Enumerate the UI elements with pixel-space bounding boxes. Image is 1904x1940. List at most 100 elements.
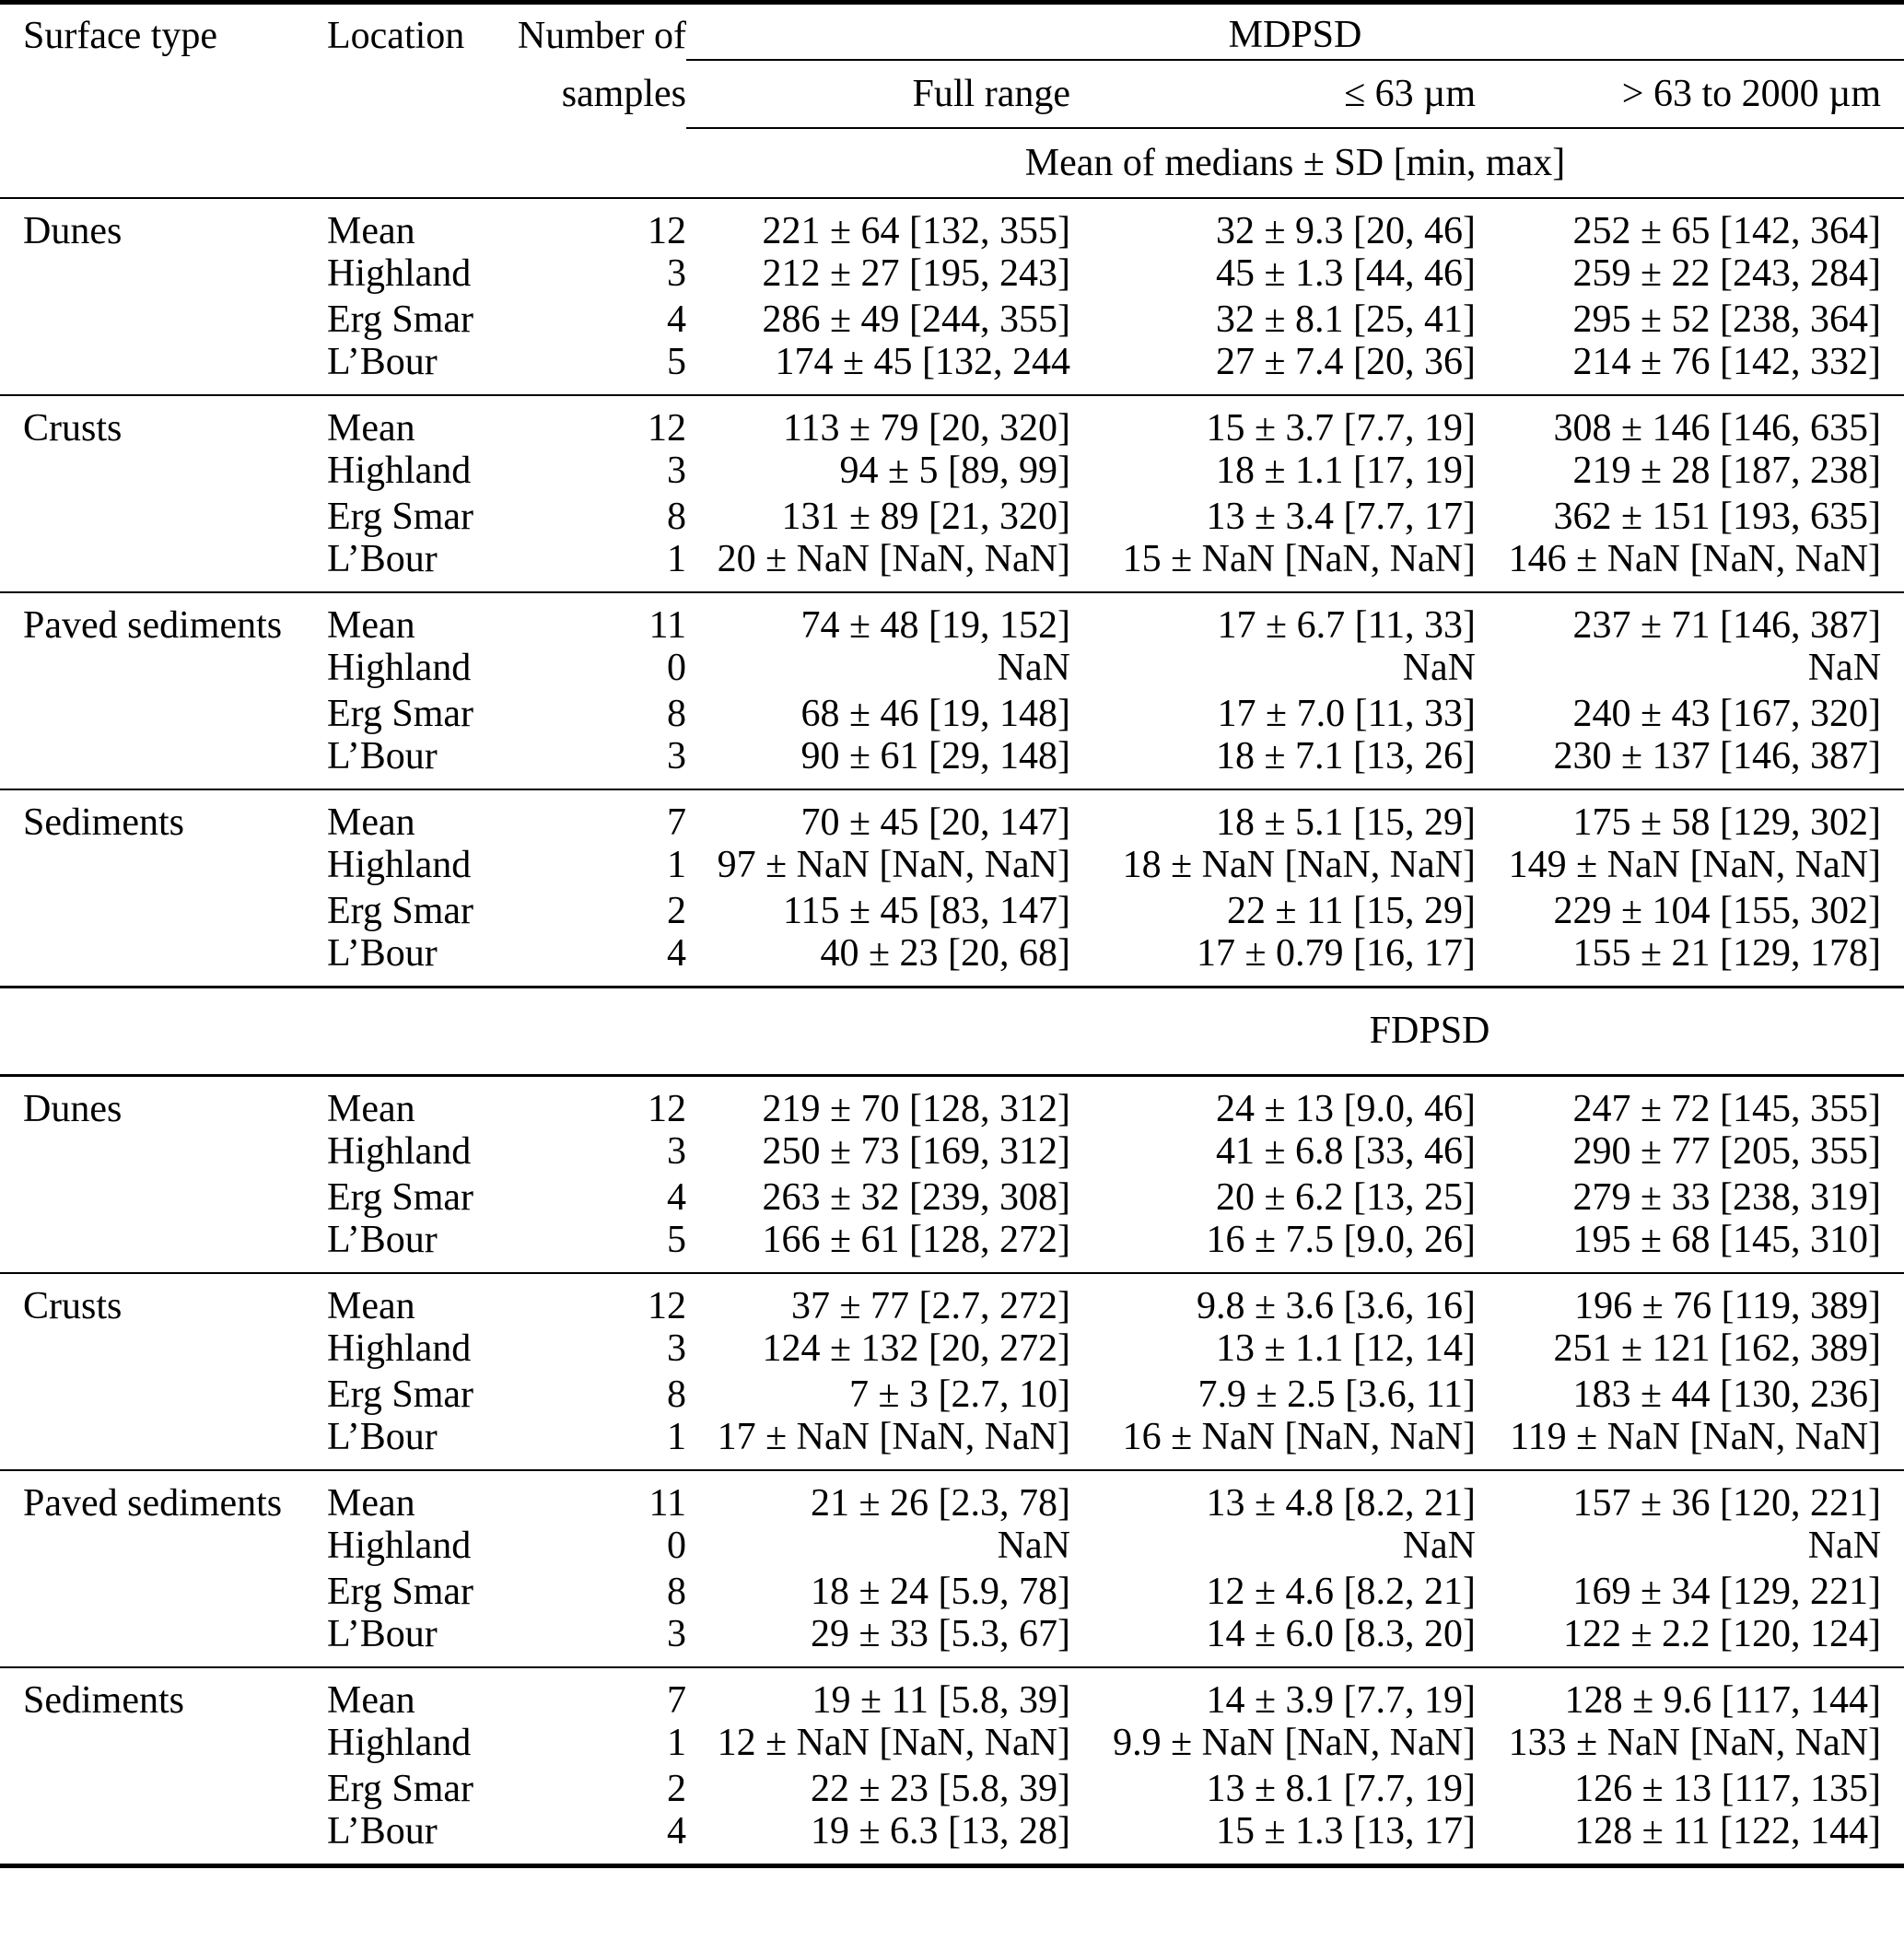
samples-count-cell: 4	[667, 298, 686, 341]
surface-type-cell	[0, 934, 304, 988]
gt63-value: 362 ± 151 [193, 635]	[1553, 495, 1882, 538]
surface-type-cell	[0, 1766, 304, 1812]
samples-count-cell: 1	[667, 537, 686, 580]
table-row: Erg Smar 8 131 ± 89 [21, 320] 13 ± 3.4 […	[0, 494, 1904, 540]
surface-type-cell	[0, 842, 304, 888]
table-row: Highland 3 124 ± 132 [20, 272] 13 ± 1.1 …	[0, 1326, 1904, 1372]
location-cell: Mean	[327, 801, 415, 844]
location-cell: Erg Smar	[327, 692, 474, 735]
samples-count-cell: 3	[667, 1129, 686, 1173]
surface-type-cell	[0, 448, 304, 494]
section-mdpsd-paved-sediments: Paved sediments Mean 11 74 ± 48 [19, 152…	[0, 591, 1904, 789]
header-row-1: Surface type Location Number of MDPSD	[0, 2, 1904, 61]
surface-type-cell	[0, 691, 304, 737]
surface-type-cell: Sediments	[23, 1678, 184, 1722]
location-cell: Mean	[327, 209, 415, 252]
samples-count-cell: 3	[667, 1612, 686, 1655]
gt63-value: 119 ± NaN [NaN, NaN]	[1510, 1415, 1882, 1458]
location-cell: Erg Smar	[327, 298, 474, 341]
location-cell: L’Bour	[327, 931, 438, 975]
gt63-value: 196 ± 76 [119, 389]	[1574, 1284, 1882, 1327]
table-row: Erg Smar 2 115 ± 45 [83, 147] 22 ± 11 [1…	[0, 888, 1904, 934]
samples-count-cell: 8	[667, 1373, 686, 1416]
full-range-value: 19 ± 6.3 [13, 28]	[810, 1809, 1070, 1852]
section-mdpsd-crusts: Crusts Mean 12 113 ± 79 [20, 320] 15 ± 3…	[0, 394, 1904, 592]
full-range-value: 174 ± 45 [132, 244	[775, 340, 1070, 383]
surface-type-cell	[0, 1523, 304, 1569]
samples-count-cell: 3	[667, 449, 686, 492]
full-range-value: NaN	[997, 1524, 1070, 1567]
divider-spacer	[304, 987, 502, 1075]
le63-value: 12 ± 4.6 [8.2, 21]	[1206, 1570, 1476, 1613]
col-header-surface-type: Surface type	[23, 14, 218, 57]
le63-value: 18 ± 1.1 [17, 19]	[1215, 449, 1476, 492]
table-row: Dunes Mean 12 219 ± 70 [128, 312] 24 ± 1…	[0, 1075, 1904, 1128]
surface-type-cell	[0, 1221, 304, 1273]
full-range-value: 212 ± 27 [195, 243]	[762, 251, 1070, 295]
le63-value: 18 ± 5.1 [15, 29]	[1215, 801, 1476, 844]
le63-value: 17 ± 0.79 [16, 17]	[1196, 931, 1476, 975]
table-row: Erg Smar 8 18 ± 24 [5.9, 78] 12 ± 4.6 [8…	[0, 1569, 1904, 1615]
location-cell: L’Bour	[327, 1612, 438, 1655]
full-range-value: 113 ± 79 [20, 320]	[783, 406, 1070, 450]
surface-type-cell	[0, 251, 304, 297]
location-cell: Erg Smar	[327, 889, 474, 932]
le63-value: 18 ± NaN [NaN, NaN]	[1122, 843, 1476, 886]
le63-value: 17 ± 7.0 [11, 33]	[1217, 692, 1476, 735]
samples-count-cell: 2	[667, 1767, 686, 1810]
psd-table: Surface type Location Number of MDPSD sa…	[0, 0, 1904, 1868]
full-range-value: 21 ± 26 [2.3, 78]	[810, 1481, 1070, 1525]
le63-value: 13 ± 4.8 [8.2, 21]	[1206, 1481, 1476, 1525]
samples-count-cell: 4	[667, 1809, 686, 1852]
table-row: L’Bour 1 17 ± NaN [NaN, NaN] 16 ± NaN [N…	[0, 1418, 1904, 1470]
fdpsd-panel-header: FDPSD	[0, 987, 1904, 1075]
le63-value: 41 ± 6.8 [33, 46]	[1215, 1129, 1476, 1173]
gt63-value: 279 ± 33 [238, 319]	[1572, 1175, 1882, 1219]
gt63-value: 149 ± NaN [NaN, NaN]	[1508, 843, 1882, 886]
gt63-value: 237 ± 71 [146, 387]	[1572, 603, 1882, 647]
location-cell: Erg Smar	[327, 1373, 474, 1416]
samples-count-cell: 7	[667, 801, 686, 844]
header-spacer	[304, 127, 502, 199]
samples-count-cell: 4	[667, 1175, 686, 1219]
le63-value: 16 ± 7.5 [9.0, 26]	[1206, 1218, 1476, 1261]
full-range-value: 131 ± 89 [21, 320]	[781, 495, 1070, 538]
gt63-value: 259 ± 22 [243, 284]	[1572, 251, 1882, 295]
location-cell: L’Bour	[327, 537, 438, 580]
gt63-value: 169 ± 34 [129, 221]	[1572, 1570, 1882, 1613]
location-cell: Mean	[327, 1678, 415, 1722]
section-fdpsd-sediments: Sediments Mean 7 19 ± 11 [5.8, 39] 14 ± …	[0, 1666, 1904, 1866]
table-row: Highland 3 212 ± 27 [195, 243] 45 ± 1.3 …	[0, 251, 1904, 297]
table-row: Erg Smar 4 286 ± 49 [244, 355] 32 ± 8.1 …	[0, 297, 1904, 343]
le63-value: 15 ± NaN [NaN, NaN]	[1122, 537, 1476, 580]
gt63-value: 240 ± 43 [167, 320]	[1572, 692, 1882, 735]
location-cell: Mean	[327, 1481, 415, 1525]
table-row: Highland 1 12 ± NaN [NaN, NaN] 9.9 ± NaN…	[0, 1720, 1904, 1766]
full-range-value: 17 ± NaN [NaN, NaN]	[717, 1415, 1070, 1458]
surface-type-cell: Crusts	[23, 1284, 123, 1327]
samples-count-cell: 0	[667, 646, 686, 689]
full-range-value: 94 ± 5 [89, 99]	[839, 449, 1070, 492]
gt63-value: 122 ± 2.2 [120, 124]	[1563, 1612, 1882, 1655]
samples-count-cell: 12	[648, 1284, 686, 1327]
surface-type-cell	[0, 1615, 304, 1667]
gt63-value: 252 ± 65 [142, 364]	[1572, 209, 1882, 252]
table-row: Paved sediments Mean 11 21 ± 26 [2.3, 78…	[0, 1470, 1904, 1523]
location-cell: Mean	[327, 1284, 415, 1327]
samples-count-cell: 12	[648, 406, 686, 450]
full-range-value: 221 ± 64 [132, 355]	[762, 209, 1070, 252]
table-row: Highland 3 250 ± 73 [169, 312] 41 ± 6.8 …	[0, 1128, 1904, 1175]
full-range-value: 68 ± 46 [19, 148]	[800, 692, 1070, 735]
location-cell: Highland	[327, 1326, 472, 1370]
location-cell: Erg Smar	[327, 1767, 474, 1810]
gt63-value: 219 ± 28 [187, 238]	[1572, 449, 1882, 492]
full-range-value: 124 ± 132 [20, 272]	[762, 1326, 1070, 1370]
le63-value: 15 ± 1.3 [13, 17]	[1215, 1809, 1476, 1852]
col-header-full-range: Full range	[686, 59, 1070, 129]
section-fdpsd-dunes: Dunes Mean 12 219 ± 70 [128, 312] 24 ± 1…	[0, 1075, 1904, 1273]
col-header-gt63: > 63 to 2000 µm	[1476, 59, 1904, 129]
samples-count-cell: 5	[667, 340, 686, 383]
surface-type-cell	[0, 888, 304, 934]
gt63-value: 229 ± 104 [155, 302]	[1553, 889, 1882, 932]
samples-count-cell: 3	[667, 734, 686, 777]
